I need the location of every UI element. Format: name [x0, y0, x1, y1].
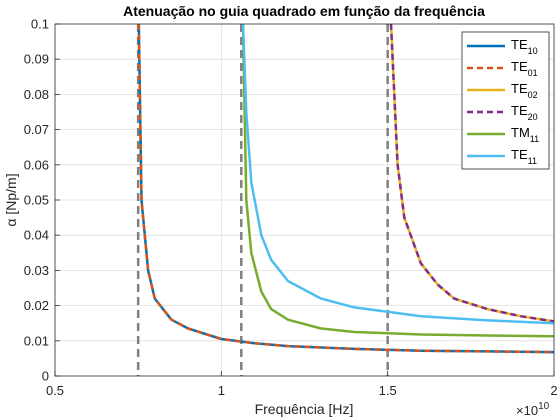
- chart-title: Atenuação no guia quadrado em função da …: [123, 3, 485, 19]
- x-tick-label: 0.5: [46, 383, 64, 398]
- series-line-te11: [241, 23, 555, 325]
- y-tick-label: 0.01: [24, 333, 49, 348]
- x-tick-label: 1: [218, 383, 225, 398]
- legend-subscript: 11: [530, 134, 539, 144]
- series-lines: [137, 23, 555, 354]
- legend-subscript: 02: [528, 90, 538, 100]
- x-tick-label: 1.5: [379, 383, 397, 398]
- x-exponent-label: ×1010: [516, 401, 550, 418]
- legend-entry: TE11: [511, 147, 537, 166]
- y-tick-label: 0.09: [24, 52, 49, 67]
- legend-name: TM: [511, 125, 530, 140]
- legend-name: TE: [511, 81, 528, 96]
- y-tick-label: 0.04: [24, 228, 49, 243]
- legend-entry: TE20: [511, 103, 538, 122]
- x-exponent-base: ×10: [516, 403, 538, 418]
- y-tick-label: 0.06: [24, 157, 49, 172]
- x-axis-label: Frequência [Hz]: [255, 401, 354, 417]
- series-line-te10: [137, 23, 555, 354]
- legend-entry: TM11: [511, 125, 539, 144]
- legend-subscript: 20: [528, 112, 538, 122]
- legend-name: TE: [511, 59, 528, 74]
- ticks: [54, 23, 555, 377]
- y-tick-label: 0.02: [24, 298, 49, 313]
- cutoff-lines: [136, 24, 389, 376]
- series-line-tm11: [241, 23, 555, 338]
- legend-subscript: 11: [528, 156, 537, 166]
- y-tick-label: 0: [42, 369, 49, 384]
- legend-name: TE: [511, 147, 528, 162]
- y-axis-label: α [Np/m]: [3, 173, 19, 226]
- x-exponent-power: 10: [538, 401, 550, 412]
- legend-name: TE: [511, 37, 528, 52]
- y-tick-label: 0.03: [24, 263, 49, 278]
- series-line-te02: [389, 23, 555, 323]
- legend-subscript: 01: [528, 68, 538, 78]
- y-tick-label: 0.07: [24, 122, 49, 137]
- legend-entry: TE10: [511, 37, 538, 56]
- tick-labels: 0.5 1 1.5 200.010.020.030.040.050.060.070.0…: [24, 17, 558, 399]
- legend-name: TE: [511, 103, 528, 118]
- y-tick-label: 0.05: [24, 193, 49, 208]
- legend-entry: TE01: [511, 59, 538, 78]
- y-tick-label: 0.08: [24, 87, 49, 102]
- legend-box: [461, 31, 550, 170]
- legend-entry: TE02: [511, 81, 538, 100]
- x-tick-label: 2: [550, 383, 557, 398]
- y-tick-label: 0.1: [31, 17, 49, 32]
- legend-subscript: 10: [528, 46, 538, 56]
